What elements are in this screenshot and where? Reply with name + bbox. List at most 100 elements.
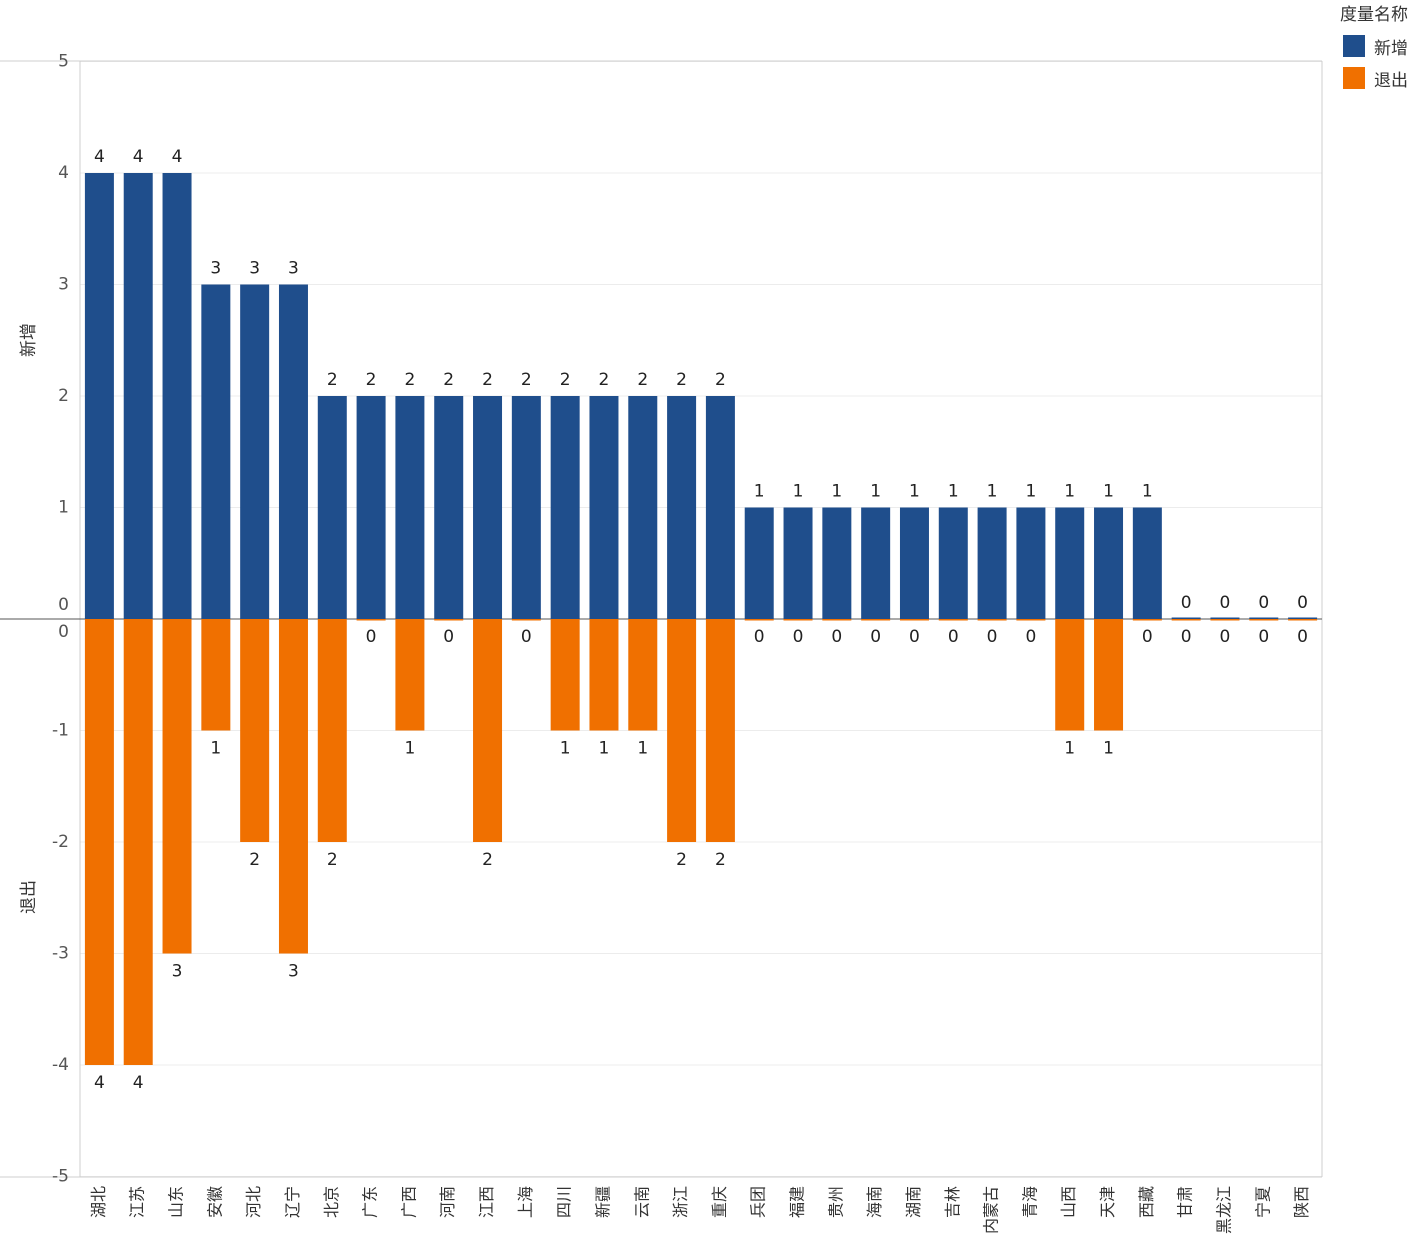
- y-tick-bottom: -1: [52, 721, 69, 741]
- x-category-label: 山西: [1059, 1186, 1078, 1218]
- bar-new: [240, 284, 270, 619]
- data-label-new: 1: [987, 482, 998, 502]
- bar-exit: [1249, 619, 1279, 621]
- x-category-label: 陕西: [1292, 1186, 1311, 1218]
- x-category-label: 上海: [516, 1186, 535, 1218]
- bar-new: [667, 396, 697, 619]
- bar-exit: [550, 619, 580, 731]
- data-label-exit: 2: [482, 850, 493, 870]
- data-label-exit: 0: [754, 627, 765, 647]
- bar-new: [84, 173, 114, 619]
- y-axis-title-top: 新增: [19, 323, 39, 357]
- data-label-exit: 1: [560, 739, 571, 759]
- data-label-new: 2: [676, 370, 687, 390]
- x-category-label: 广西: [399, 1186, 418, 1218]
- bar-new: [1288, 617, 1318, 619]
- y-tick-bottom: -5: [52, 1167, 69, 1187]
- data-label-new: 1: [1064, 482, 1075, 502]
- bar-new: [278, 284, 308, 619]
- data-label-new: 2: [366, 370, 377, 390]
- bar-exit: [201, 619, 231, 731]
- data-label-exit: 0: [870, 627, 881, 647]
- data-label-new: 2: [521, 370, 532, 390]
- y-axis-title-bottom: 退出: [19, 880, 39, 914]
- data-label-new: 1: [1142, 482, 1153, 502]
- data-label-new: 1: [754, 482, 765, 502]
- bar-exit: [395, 619, 425, 731]
- data-label-exit: 4: [133, 1073, 144, 1093]
- x-category-label: 青海: [1020, 1186, 1039, 1218]
- x-category-label: 安徽: [205, 1186, 224, 1218]
- data-label-new: 0: [1297, 593, 1308, 613]
- x-category-label: 宁夏: [1253, 1186, 1272, 1218]
- x-category-label: 湖南: [904, 1186, 923, 1218]
- x-axis-categories: 湖北 江苏 山东 安徽 河北 辽宁 北京 广东 广西 河南 江西 上海 四川 新疆 云南 浙江 重庆 兵团 福建 贵州…: [89, 1186, 1311, 1234]
- data-label-new: 2: [637, 370, 648, 390]
- bar-exit: [822, 619, 852, 621]
- data-label-exit: 0: [1297, 627, 1308, 647]
- data-label-exit: 0: [987, 627, 998, 647]
- legend: 度量名称 新增 退出: [1340, 0, 1417, 94]
- bar-new: [1094, 507, 1124, 619]
- x-category-label: 天津: [1098, 1186, 1117, 1218]
- bar-new: [822, 507, 852, 619]
- y-tick-bottom: 0: [58, 622, 69, 642]
- data-label-new: 1: [870, 482, 881, 502]
- y-tick-bottom: -3: [52, 944, 69, 964]
- data-label-exit: 0: [831, 627, 842, 647]
- data-label-exit: 3: [172, 962, 183, 982]
- bar-exit: [744, 619, 774, 621]
- data-label-new: 0: [1181, 593, 1192, 613]
- x-category-label: 贵州: [826, 1186, 845, 1218]
- bar-new: [589, 396, 619, 619]
- x-category-label: 山东: [167, 1186, 186, 1218]
- data-label-exit: 1: [637, 739, 648, 759]
- data-label-new: 0: [1258, 593, 1269, 613]
- bar-new: [356, 396, 386, 619]
- data-label-exit: 0: [948, 627, 959, 647]
- x-category-label: 广东: [361, 1186, 380, 1218]
- data-label-exit: 2: [715, 850, 726, 870]
- bar-exit: [1288, 619, 1318, 621]
- data-label-new: 3: [249, 259, 260, 279]
- plot-frame: [0, 60, 1323, 1178]
- legend-title: 度量名称: [1340, 5, 1408, 25]
- x-category-label: 吉林: [943, 1186, 962, 1218]
- data-label-new: 3: [288, 259, 299, 279]
- data-label-exit: 1: [404, 739, 415, 759]
- y-axis-ticks: 0 1 2 3 4 5 0 -1 -2 -3 -4 -5: [52, 52, 69, 1187]
- data-label-exit: 2: [249, 850, 260, 870]
- data-label-exit: 1: [1103, 739, 1114, 759]
- bar-new: [1055, 507, 1085, 619]
- bar-chart: 4444433132332220212022202121212222101010…: [0, 52, 1323, 1234]
- x-category-label: 新疆: [593, 1186, 612, 1218]
- y-tick-top: 3: [58, 275, 69, 295]
- x-category-label: 江西: [477, 1186, 496, 1218]
- bar-exit: [511, 619, 541, 621]
- data-label-new: 1: [909, 482, 920, 502]
- data-label-new: 1: [1025, 482, 1036, 502]
- bar-exit: [1094, 619, 1124, 731]
- x-category-label: 海南: [865, 1186, 884, 1218]
- y-tick-top: 4: [58, 163, 69, 183]
- data-label-new: 2: [443, 370, 454, 390]
- bar-new: [861, 507, 891, 619]
- legend-item-new[interactable]: 新增: [1340, 30, 1417, 62]
- data-label-new: 1: [793, 482, 804, 502]
- bar-exit: [162, 619, 192, 954]
- data-labels: 4 4 4 4 4 3 3 1 3 2 3 3 2 2 2 0 2 1 2 0 2 2 2 0 2 1 2 1 2 1 2 2 2 2 1 0 1 0 1 0…: [94, 147, 1308, 1093]
- data-label-exit: 2: [676, 850, 687, 870]
- bar-exit: [1210, 619, 1240, 621]
- data-label-exit: 3: [288, 962, 299, 982]
- bar-exit: [628, 619, 658, 731]
- x-category-label: 西藏: [1137, 1186, 1156, 1218]
- data-label-new: 2: [404, 370, 415, 390]
- bar-new: [1171, 617, 1201, 619]
- bar-exit: [938, 619, 968, 621]
- data-label-exit: 0: [1025, 627, 1036, 647]
- legend-item-exit[interactable]: 退出: [1340, 62, 1417, 94]
- bar-exit: [1171, 619, 1201, 621]
- bar-new: [550, 396, 580, 619]
- bar-new: [1016, 507, 1046, 619]
- data-label-exit: 1: [210, 739, 221, 759]
